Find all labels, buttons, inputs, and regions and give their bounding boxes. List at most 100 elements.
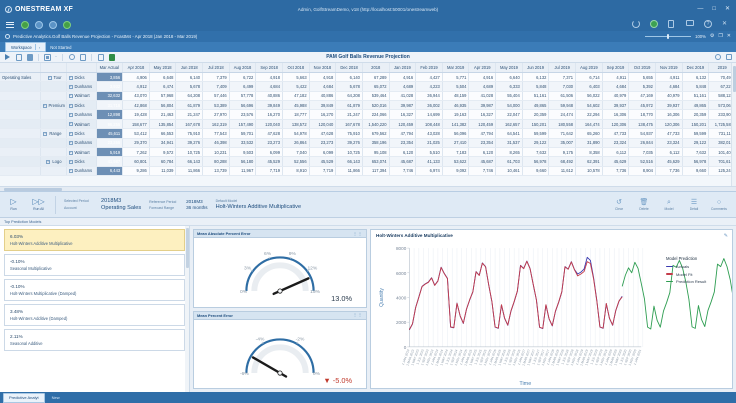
- table-data-cell[interactable]: 40,886: [309, 91, 337, 102]
- table-data-cell[interactable]: 47,733: [602, 128, 630, 139]
- table-column-header[interactable]: Nov 2018: [309, 63, 337, 73]
- table-column-header[interactable]: 2018: [362, 63, 390, 73]
- table-data-cell[interactable]: 36,944: [415, 91, 443, 102]
- table-data-cell[interactable]: 59,701: [229, 128, 257, 139]
- expand-collapse-icon[interactable]: −: [68, 169, 73, 174]
- table-data-cell[interactable]: 10,578: [575, 166, 603, 177]
- prediction-model-card[interactable]: 3.48% Holt-Winters Additive (Damped): [4, 304, 185, 326]
- table-dim-cell[interactable]: [0, 91, 41, 102]
- table-data-cell[interactable]: 4,906: [122, 72, 150, 83]
- table-row[interactable]: Operating Sales − Tour − Dicks 3,856 4,906 6,64…: [0, 72, 736, 83]
- close-icon[interactable]: ✕: [724, 6, 730, 12]
- table-data-cell[interactable]: 11,967: [229, 166, 257, 177]
- table-data-cell[interactable]: 162,319: [202, 119, 230, 130]
- selected-period-value[interactable]: 2018M3: [101, 198, 122, 204]
- zoom-slider[interactable]: [645, 34, 692, 39]
- grid-export-excel-icon[interactable]: [108, 53, 115, 61]
- table-data-cell[interactable]: 39,276: [175, 138, 204, 149]
- table-data-cell[interactable]: 4,689: [389, 81, 417, 92]
- comments-button[interactable]: ○ Comments: [710, 199, 728, 211]
- table-dim-cell[interactable]: [40, 91, 67, 102]
- restore-icon[interactable]: ❐: [718, 33, 723, 39]
- table-data-cell[interactable]: 16,327: [389, 109, 417, 120]
- no-entry-icon[interactable]: [35, 20, 43, 29]
- minimize-icon[interactable]: —: [697, 6, 704, 12]
- table-data-cell[interactable]: 39,276: [335, 138, 363, 149]
- expand-collapse-icon[interactable]: −: [42, 103, 47, 108]
- table-data-cell[interactable]: 120,459: [389, 119, 417, 130]
- table-data-cell[interactable]: 47,182: [282, 91, 310, 102]
- expand-collapse-icon[interactable]: −: [68, 122, 73, 127]
- table-data-cell[interactable]: 4,912: [122, 81, 150, 92]
- table-data-cell[interactable]: 65,072: [362, 81, 390, 92]
- table-data-cell[interactable]: 33,532: [229, 138, 257, 149]
- table-data-cell[interactable]: 40,979: [655, 91, 683, 102]
- table-data-cell[interactable]: 120,459: [468, 119, 497, 130]
- table-dim-cell[interactable]: [0, 166, 41, 177]
- table-dim-header[interactable]: [66, 63, 97, 73]
- prediction-model-card[interactable]: 6.03% Holt-Winters Additive Multiplicativ…: [4, 229, 185, 251]
- table-data-cell[interactable]: 21,463: [149, 109, 177, 120]
- table-data-cell[interactable]: 26,844: [628, 138, 656, 149]
- table-data-cell[interactable]: 5,504: [442, 81, 470, 92]
- table-dim-cell[interactable]: − Dunhams: [66, 166, 97, 177]
- table-data-cell[interactable]: 16,270: [255, 109, 283, 120]
- expand-collapse-icon[interactable]: −: [43, 131, 48, 136]
- model-button[interactable]: ⌕ Model: [660, 199, 678, 211]
- table-data-cell[interactable]: 21,247: [175, 109, 204, 120]
- grid-expand-icon[interactable]: [726, 54, 732, 60]
- table-dim-cell[interactable]: [0, 138, 41, 149]
- table-data-cell[interactable]: 4,684: [309, 81, 337, 92]
- status-tab-new[interactable]: New: [51, 395, 60, 400]
- table-column-header[interactable]: Jun 2019: [522, 63, 550, 73]
- table-data-cell[interactable]: 3,856: [96, 72, 124, 83]
- table-data-cell[interactable]: 27,970: [202, 109, 230, 120]
- grid-run-icon[interactable]: [4, 54, 11, 61]
- table-data-cell[interactable]: 21,247: [335, 109, 363, 120]
- table-data-cell[interactable]: 7,632: [682, 147, 710, 158]
- expand-collapse-icon[interactable]: −: [47, 75, 52, 80]
- default-model-value[interactable]: Holt-Winters Additive Multiplicative: [215, 204, 302, 210]
- home-icon[interactable]: [21, 20, 29, 29]
- table-data-cell[interactable]: 8,904: [628, 166, 656, 177]
- table-data-cell[interactable]: 23,354: [468, 138, 497, 149]
- drag-handle-icon[interactable]: ⋮⋮: [353, 312, 363, 317]
- table-data-cell[interactable]: 31,537: [495, 138, 523, 149]
- table-data-cell[interactable]: 6,099: [309, 147, 337, 158]
- table-data-cell[interactable]: 68,492: [548, 156, 577, 167]
- table-data-cell[interactable]: 23,354: [389, 138, 417, 149]
- table-data-cell[interactable]: 21,025: [415, 138, 443, 149]
- account-value[interactable]: Operating Sales: [101, 205, 142, 211]
- table-column-header[interactable]: Oct 2018: [282, 63, 310, 73]
- table-data-cell[interactable]: 6,132: [522, 72, 550, 83]
- table-column-header[interactable]: Feb 2019: [415, 63, 443, 73]
- table-data-cell[interactable]: 43,070: [122, 91, 150, 102]
- table-dim-cell[interactable]: [0, 147, 41, 158]
- table-data-cell[interactable]: 6,099: [255, 147, 283, 158]
- table-data-cell[interactable]: 96,255: [96, 119, 124, 130]
- table-data-cell[interactable]: 10,461: [495, 166, 523, 177]
- grid-copy-icon[interactable]: [97, 53, 104, 61]
- grid-save-icon[interactable]: [79, 53, 86, 61]
- table-column-header[interactable]: Jul 2019: [548, 63, 577, 73]
- table-data-cell[interactable]: 39,937: [655, 100, 683, 111]
- forecast-range-value[interactable]: 36 months: [186, 205, 208, 210]
- table-data-cell[interactable]: 54,000: [495, 100, 523, 111]
- table-data-cell[interactable]: 46,935: [442, 100, 470, 111]
- table-data-cell[interactable]: 8,265: [495, 147, 523, 158]
- table-data-cell[interactable]: 24,474: [548, 109, 577, 120]
- table-data-cell[interactable]: 39,849: [309, 100, 337, 111]
- table-data-cell[interactable]: 138,572: [282, 119, 310, 130]
- table-data-cell[interactable]: 164,474: [575, 119, 603, 130]
- table-data-cell[interactable]: 11,039: [149, 166, 177, 177]
- table-data-cell[interactable]: 40,886: [255, 91, 283, 102]
- table-data-cell[interactable]: 10,231: [202, 147, 230, 158]
- grid-vertical-scrollbar[interactable]: [731, 63, 736, 186]
- table-data-cell[interactable]: 6,112: [655, 147, 683, 158]
- table-data-cell[interactable]: 75,910: [175, 128, 204, 139]
- menu-hamburger-icon[interactable]: [6, 21, 14, 28]
- table-data-cell[interactable]: 41,133: [415, 156, 443, 167]
- expand-collapse-icon[interactable]: −: [68, 141, 73, 146]
- table-data-cell[interactable]: 51,161: [522, 91, 550, 102]
- table-dim-cell[interactable]: [40, 166, 67, 177]
